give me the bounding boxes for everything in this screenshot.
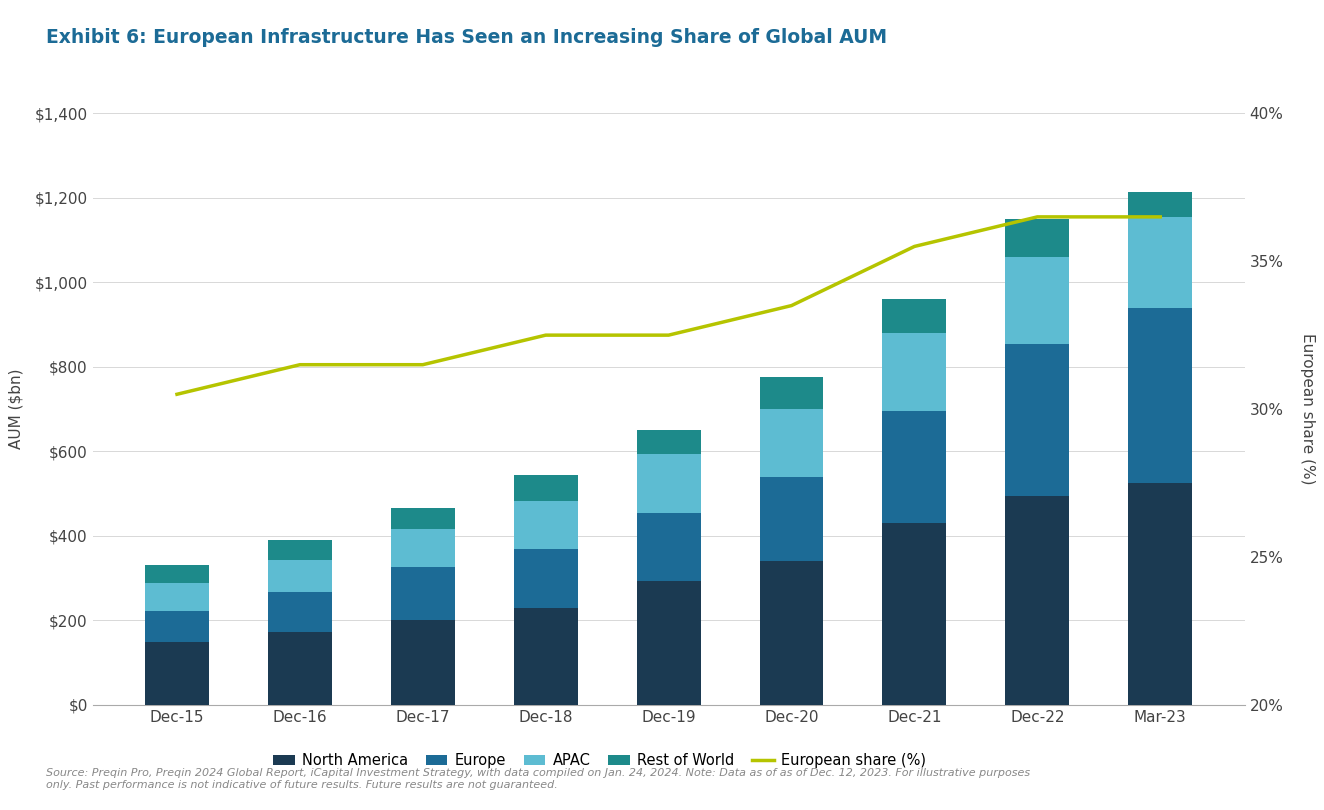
Bar [391, 620, 454, 705]
Bar [1128, 483, 1192, 705]
Text: Source: Preqin Pro, Preqin 2024 Global Report, iCapital Investment Strategy, wit: Source: Preqin Pro, Preqin 2024 Global R… [46, 768, 1030, 790]
Bar [267, 591, 332, 632]
Bar [1128, 217, 1192, 308]
Bar [146, 611, 209, 642]
Bar [760, 561, 824, 705]
Bar [267, 632, 332, 705]
Bar [514, 475, 577, 501]
Bar [267, 540, 332, 560]
Bar [1005, 257, 1070, 343]
Bar [146, 565, 209, 583]
Bar [637, 514, 700, 581]
Bar [883, 523, 947, 705]
Text: Exhibit 6: European Infrastructure Has Seen an Increasing Share of Global AUM: Exhibit 6: European Infrastructure Has S… [46, 28, 887, 47]
Y-axis label: European share (%): European share (%) [1300, 333, 1315, 485]
Bar [146, 642, 209, 705]
Bar [391, 530, 454, 568]
Bar [637, 430, 700, 454]
Bar [514, 549, 577, 608]
Bar [760, 377, 824, 409]
Bar [146, 583, 209, 611]
Bar [1005, 219, 1070, 257]
Bar [1128, 191, 1192, 217]
Y-axis label: AUM ($bn): AUM ($bn) [8, 369, 24, 450]
Bar [514, 501, 577, 549]
Bar [1005, 343, 1070, 496]
Bar [760, 476, 824, 561]
Bar [1128, 308, 1192, 483]
Bar [883, 299, 947, 333]
Bar [883, 333, 947, 411]
Bar [883, 411, 947, 523]
Bar [760, 409, 824, 476]
Bar [267, 560, 332, 591]
Bar [637, 454, 700, 514]
Legend: North America, Europe, APAC, Rest of World, European share (%): North America, Europe, APAC, Rest of Wor… [267, 748, 932, 774]
Bar [1005, 496, 1070, 705]
Bar [637, 581, 700, 705]
Bar [391, 568, 454, 620]
Bar [391, 509, 454, 530]
Bar [514, 608, 577, 705]
